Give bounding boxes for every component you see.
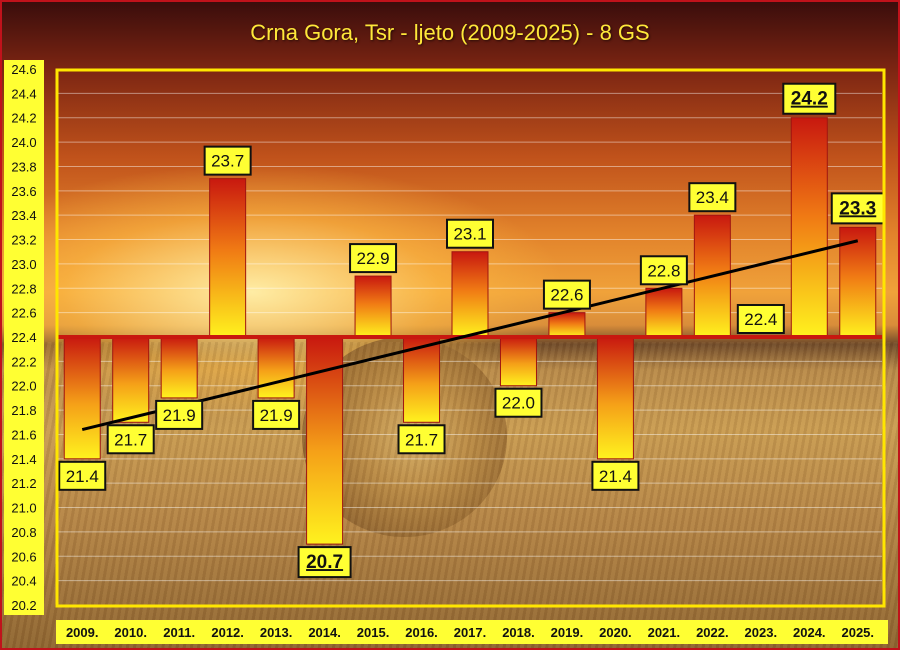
data-label: 20.7 <box>306 552 343 573</box>
data-label-box <box>155 399 204 430</box>
data-label: 24.2 <box>791 89 828 110</box>
bar-2012 <box>209 178 247 338</box>
data-label-box <box>446 218 494 249</box>
data-label: 21.9 <box>260 406 293 425</box>
data-label: 23.7 <box>211 152 244 171</box>
bar-2013 <box>257 336 295 399</box>
x-tick-label: 2025. <box>841 625 874 640</box>
y-tick-label: 20.2 <box>11 598 36 613</box>
data-label: 22.0 <box>502 394 535 413</box>
x-tick-label: 2012. <box>211 625 244 640</box>
y-tick-label: 23.4 <box>11 208 36 223</box>
bar-2019 <box>548 312 586 338</box>
y-tick-label: 23.0 <box>11 257 36 272</box>
y-tick-label: 22.0 <box>11 379 36 394</box>
trendline <box>81 239 859 432</box>
x-tick-label: 2017. <box>454 625 487 640</box>
y-tick-label: 22.8 <box>11 281 36 296</box>
x-tick-label: 2014. <box>308 625 341 640</box>
bar-2017 <box>451 251 489 338</box>
y-tick-label: 20.8 <box>11 525 36 540</box>
data-label: 22.4 <box>744 310 777 329</box>
bar-2009 <box>63 336 101 460</box>
data-label: 21.7 <box>405 430 438 449</box>
bar-2011 <box>160 336 198 399</box>
data-label-box <box>349 243 398 274</box>
x-tick-label: 2010. <box>114 625 147 640</box>
data-label: 21.4 <box>66 467 99 486</box>
bar-2015 <box>354 275 392 338</box>
y-tick-label: 22.2 <box>11 354 36 369</box>
x-tick-label: 2024. <box>793 625 826 640</box>
data-label-box <box>58 460 107 491</box>
x-tick-label: 2018. <box>502 625 535 640</box>
x-tick-label: 2019. <box>551 625 584 640</box>
x-tick-label: 2015. <box>357 625 390 640</box>
data-label: 22.6 <box>550 286 583 305</box>
x-tick-label: 2022. <box>696 625 729 640</box>
y-tick-label: 21.2 <box>11 476 36 491</box>
x-tick-label: 2023. <box>745 625 778 640</box>
data-label-box <box>106 424 155 455</box>
bar-2018 <box>499 336 537 387</box>
data-label-box <box>494 387 543 418</box>
data-label-box <box>639 255 688 286</box>
y-tick-label: 24.4 <box>11 86 36 101</box>
data-label: 23.3 <box>839 198 876 219</box>
y-axis-panel <box>4 60 44 615</box>
data-label-box <box>203 145 252 176</box>
data-label: 22.8 <box>647 261 680 280</box>
data-label-box <box>542 279 591 310</box>
x-tick-label: 2021. <box>648 625 681 640</box>
data-label: 21.9 <box>163 406 196 425</box>
bar-2024 <box>790 117 828 338</box>
data-labels: 21.4 21.7 21.9 23.7 21.9 20.7 22.9 21.7 23.1 22.0… <box>58 82 885 579</box>
x-axis: 2009. 2010. 2011. 2012. 2013. 2014. 2015. 2016.… <box>66 625 874 640</box>
data-label: 23.4 <box>696 188 729 207</box>
x-tick-label: 2016. <box>405 625 438 640</box>
y-tick-label: 22.4 <box>11 330 36 345</box>
y-tick-label: 21.8 <box>11 403 36 418</box>
data-label-box <box>397 424 446 455</box>
bar-2010 <box>112 336 150 423</box>
bars <box>58 117 882 545</box>
x-axis-panel <box>56 620 888 644</box>
y-axis: 20.2 20.4 20.6 20.8 21.0 21.2 21.4 21.6 21.8 22.0… <box>11 62 36 613</box>
y-tick-label: 21.0 <box>11 501 36 516</box>
data-label: 22.9 <box>357 249 390 268</box>
y-tick-label: 24.2 <box>11 111 36 126</box>
data-label: 21.7 <box>114 430 147 449</box>
data-label-box <box>782 82 837 115</box>
data-label: 23.1 <box>453 225 486 244</box>
y-tick-label: 24.0 <box>11 135 36 150</box>
trendline-group <box>81 239 859 432</box>
data-label-box <box>252 399 301 430</box>
bar-2020 <box>596 336 634 460</box>
y-tick-label: 23.6 <box>11 184 36 199</box>
chart-title: Crna Gora, Tsr - ljeto (2009-2025) - 8 G… <box>250 20 650 45</box>
data-label-box <box>297 546 352 579</box>
bar-2025 <box>839 226 877 338</box>
y-tick-label: 23.2 <box>11 233 36 248</box>
x-tick-label: 2013. <box>260 625 293 640</box>
y-tick-label: 23.8 <box>11 159 36 174</box>
y-tick-label: 20.6 <box>11 549 36 564</box>
y-tick-label: 22.6 <box>11 306 36 321</box>
x-tick-label: 2011. <box>163 625 195 640</box>
plot-frame <box>55 68 886 608</box>
y-tick-label: 21.4 <box>11 452 36 467</box>
y-tick-label: 21.6 <box>11 427 36 442</box>
data-label-box <box>736 304 785 334</box>
data-label: 21.4 <box>599 467 632 486</box>
x-tick-label: 2009. <box>66 625 99 640</box>
data-label-box <box>688 182 737 213</box>
x-tick-label: 2020. <box>599 625 632 640</box>
bar-2021 <box>645 287 683 338</box>
data-label-box <box>591 460 640 491</box>
y-tick-label: 20.4 <box>11 574 36 589</box>
y-tick-label: 24.6 <box>11 62 36 77</box>
